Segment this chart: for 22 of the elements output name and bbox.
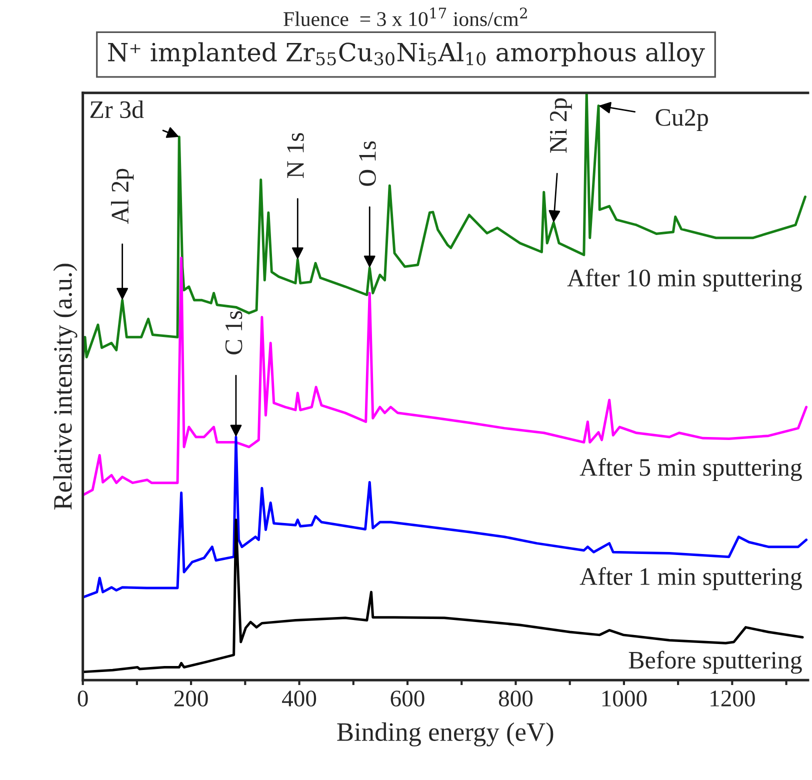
series-label: After 10 min sputtering	[567, 268, 802, 292]
annotation: O 1s	[359, 141, 376, 186]
chart-title: N⁺ implanted Zr$_{55}$Cu$_{30}$Ni$_{5}$Al$_{10}$ amorphous alloy	[108, 42, 705, 67]
series-label: After 5 min sputtering	[580, 458, 802, 482]
series-label: Before sputtering	[628, 650, 802, 674]
annotation: Zr 3d	[90, 100, 144, 118]
annotation: Ni 2p	[550, 98, 572, 153]
x-tick-label: 1000	[602, 690, 647, 706]
x-tick-label: 400	[282, 690, 316, 706]
annotation: Al 2p	[110, 168, 134, 224]
x-tick-label: 0	[78, 690, 88, 706]
x-axis-title: Binding energy (eV)	[337, 722, 554, 746]
x-tick-label: 600	[390, 690, 424, 706]
annotation: N 1s	[287, 133, 304, 178]
annotation: C 1s	[225, 311, 242, 354]
chart-subtitle: Fluence = 3 x 10$^{17}$ ions/cm$^{2}$	[284, 8, 527, 26]
x-tick-label: 200	[174, 690, 208, 706]
series-label: After 1 min sputtering	[580, 567, 802, 590]
x-tick-label: 800	[498, 690, 533, 706]
x-tick-label: 1200	[710, 690, 755, 706]
y-axis-title: Relative intensity (a.u.)	[53, 264, 78, 510]
annotation: Cu2p	[656, 109, 708, 131]
